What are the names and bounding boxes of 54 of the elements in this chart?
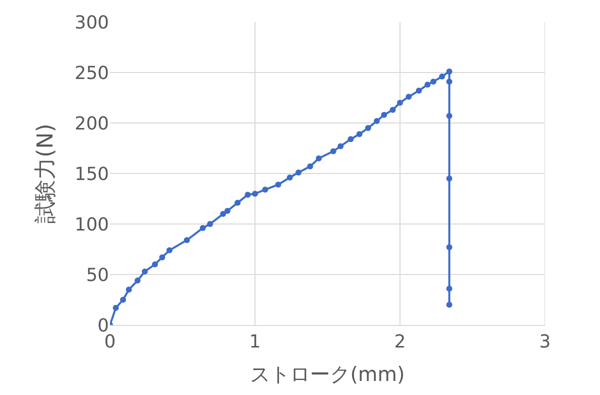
point: [316, 155, 322, 162]
point: [142, 268, 148, 274]
point: [252, 190, 258, 197]
point: [446, 112, 452, 119]
point: [207, 221, 214, 227]
point: [159, 254, 166, 260]
point: [348, 136, 354, 142]
y-tick-label: 300: [74, 12, 109, 34]
point: [381, 112, 388, 118]
point: [397, 100, 403, 106]
point: [166, 247, 172, 254]
point: [446, 176, 452, 182]
point: [374, 118, 380, 124]
point: [112, 304, 119, 311]
y-tick-label: 150: [74, 164, 109, 185]
point: [446, 78, 452, 85]
point: [330, 148, 336, 154]
point: [200, 225, 206, 232]
y-tick-label: 50: [86, 264, 109, 286]
point: [439, 74, 446, 80]
point: [338, 143, 344, 150]
point: [296, 169, 302, 176]
x-tick-label: 2: [394, 332, 406, 353]
point: [184, 237, 190, 244]
point: [234, 200, 241, 206]
x-tick-label: 3: [539, 332, 551, 353]
x-tick-label: 1: [249, 332, 261, 353]
point: [390, 106, 396, 113]
y-tick-label: 200: [74, 113, 109, 134]
y-tick-label: 100: [74, 214, 109, 236]
point: [134, 278, 141, 284]
point: [220, 210, 226, 217]
point: [262, 186, 268, 193]
y-tick-label: 250: [74, 62, 109, 84]
y-axis-title: 試験力(N): [33, 124, 58, 224]
point: [286, 174, 293, 181]
point: [152, 261, 158, 268]
point: [126, 286, 132, 293]
point: [365, 125, 372, 132]
point: [416, 88, 422, 94]
x-axis-title: ストローク(mm): [250, 362, 405, 386]
point: [446, 286, 452, 292]
point: [446, 302, 452, 308]
point: [275, 182, 282, 188]
point: [424, 82, 431, 88]
point: [406, 94, 412, 100]
point: [446, 68, 452, 74]
point: [430, 78, 436, 85]
point: [446, 244, 452, 250]
point: [120, 296, 126, 303]
point: [244, 192, 251, 198]
point: [307, 163, 314, 170]
point: [356, 131, 362, 138]
point: [224, 208, 230, 214]
